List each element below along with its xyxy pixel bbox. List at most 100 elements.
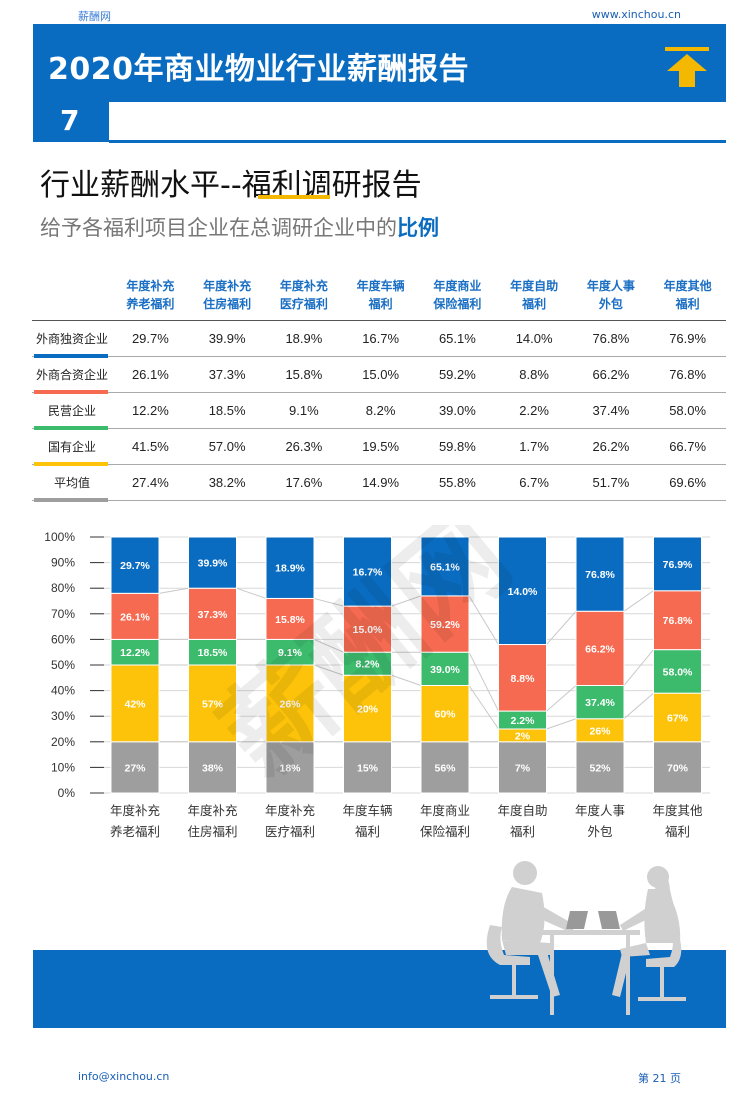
bar-segment — [498, 741, 547, 794]
x-tick-label: 养老福利 — [110, 824, 160, 839]
series-connector-line — [313, 638, 344, 653]
bar-data-label: 18% — [279, 762, 301, 774]
series-connector-line — [546, 685, 577, 712]
y-tick-label: 40% — [51, 684, 75, 698]
bar-segment — [498, 644, 547, 712]
table-cell: 55.8% — [419, 464, 496, 501]
table-cell: 37.4% — [572, 392, 650, 429]
bar-data-label: 65.1% — [430, 561, 460, 573]
bar-segment — [265, 536, 315, 599]
bar-segment — [575, 741, 625, 794]
report-title: 2020年商业物业行业薪酬报告 — [48, 52, 469, 87]
table-row: 外商独资企业 29.7% 39.9% 18.9% 16.7% 65.1% 14.0% 76.8… — [32, 320, 726, 358]
row-color-marker — [34, 425, 108, 430]
section-subtitle: 给予各福利项目企业在总调研企业中的比例 — [40, 212, 439, 242]
table-cell: 76.8% — [649, 356, 726, 393]
series-connector-line — [236, 587, 267, 599]
x-tick-label: 外包 — [587, 824, 612, 839]
table-cell: 29.7% — [112, 320, 189, 357]
bar-data-label: 37.4% — [585, 697, 615, 709]
bar-segment — [265, 741, 315, 794]
table-cell: 51.7% — [572, 464, 650, 501]
table-cell: 66.7% — [649, 428, 726, 465]
bar-data-label: 27% — [124, 762, 146, 774]
column-header-6: 年度人事 外包 — [572, 270, 650, 321]
bar-data-label: 9.1% — [278, 647, 303, 659]
series-connector-line — [546, 718, 577, 730]
bar-data-label: 38% — [202, 762, 224, 774]
column-header-line: 福利 — [368, 296, 393, 311]
column-header-line: 医疗福利 — [279, 296, 328, 311]
x-tick-label: 医疗福利 — [265, 824, 315, 839]
column-header-line: 福利 — [522, 296, 547, 311]
bar-data-label: 7% — [515, 762, 531, 774]
series-connector-line — [158, 587, 189, 594]
bar-segment — [188, 536, 237, 589]
table-cell: 27.4% — [112, 464, 189, 501]
bar-data-label: 26% — [279, 698, 301, 710]
table-row: 平均值 27.4% 38.2% 17.6% 14.9% 55.8% 6.7% 51.7% 69.… — [32, 464, 726, 502]
column-header-line: 养老福利 — [126, 296, 175, 311]
row-label: 民营企业 — [32, 392, 112, 430]
y-tick-label: 10% — [51, 760, 75, 774]
footer-email-link[interactable]: info@xinchou.cn — [78, 1070, 170, 1083]
brand-text: 薪酬网 — [78, 10, 111, 23]
bar-data-label: 26% — [589, 725, 611, 737]
series-connector-line — [623, 590, 654, 612]
bar-data-label: 52% — [589, 762, 611, 774]
bar-data-label: 39.9% — [198, 558, 228, 570]
table-cell: 26.3% — [265, 428, 343, 465]
table-cell: 59.8% — [419, 428, 496, 465]
row-color-marker — [34, 353, 108, 358]
bar-data-label: 76.9% — [663, 559, 693, 571]
table-cell: 41.5% — [112, 428, 189, 465]
table-header-row: 年度补充 养老福利 年度补充 住房福利 年度补充 医疗福利 年度车辆 福利 年度商业 保险福利 年度… — [32, 270, 726, 321]
bar-segment — [420, 651, 470, 686]
bar-segment — [188, 664, 237, 743]
bar-segment — [575, 610, 625, 686]
site-url-link[interactable]: www.xinchou.cn — [591, 8, 681, 21]
row-label: 国有企业 — [32, 428, 112, 466]
bar-data-label: 20% — [357, 704, 379, 716]
bar-segment — [575, 684, 625, 720]
row-color-marker — [34, 497, 108, 502]
bar-data-label: 59.2% — [430, 619, 460, 631]
x-tick-label: 年度补充 — [187, 803, 237, 818]
bar-data-label: 12.2% — [120, 647, 150, 659]
x-tick-label: 年度自助 — [497, 803, 547, 818]
table-cell: 39.9% — [188, 320, 266, 357]
table-cell: 2.2% — [495, 392, 573, 429]
y-tick-label: 60% — [51, 632, 75, 646]
table-cell: 14.0% — [495, 320, 573, 357]
table-cell: 15.8% — [265, 356, 343, 393]
series-connector-line — [313, 664, 344, 676]
series-connector-line — [391, 595, 422, 607]
bar-data-label: 67% — [667, 712, 689, 724]
row-color-marker — [34, 461, 108, 466]
x-tick-label: 福利 — [665, 824, 690, 839]
row-label: 外商合资企业 — [32, 356, 112, 394]
series-connector-line — [468, 595, 499, 645]
column-header-line: 年度补充 — [203, 278, 252, 293]
footer-band — [33, 950, 726, 1028]
row-label: 外商独资企业 — [32, 320, 112, 358]
series-connector-line — [623, 649, 654, 686]
bar-segment — [343, 674, 392, 743]
bar-segment — [265, 638, 315, 666]
chapter-badge — [33, 102, 109, 142]
bar-data-label: 58.0% — [663, 666, 693, 678]
x-tick-label: 年度人事 — [575, 803, 625, 818]
bar-data-label: 2% — [515, 730, 531, 742]
column-header-5: 年度自助 福利 — [495, 270, 573, 321]
chapter-divider — [109, 140, 726, 143]
series-connector-line — [623, 692, 654, 720]
bar-data-label: 56% — [434, 762, 456, 774]
back-to-top-icon[interactable] — [663, 45, 711, 89]
table-cell: 14.9% — [342, 464, 419, 501]
title-highlight-underline — [258, 195, 330, 199]
table-cell: 26.2% — [572, 428, 650, 465]
bar-data-label: 39.0% — [430, 664, 460, 676]
table-cell: 76.9% — [649, 320, 726, 357]
bar-data-label: 14.0% — [508, 586, 538, 598]
bar-segment — [110, 592, 160, 640]
